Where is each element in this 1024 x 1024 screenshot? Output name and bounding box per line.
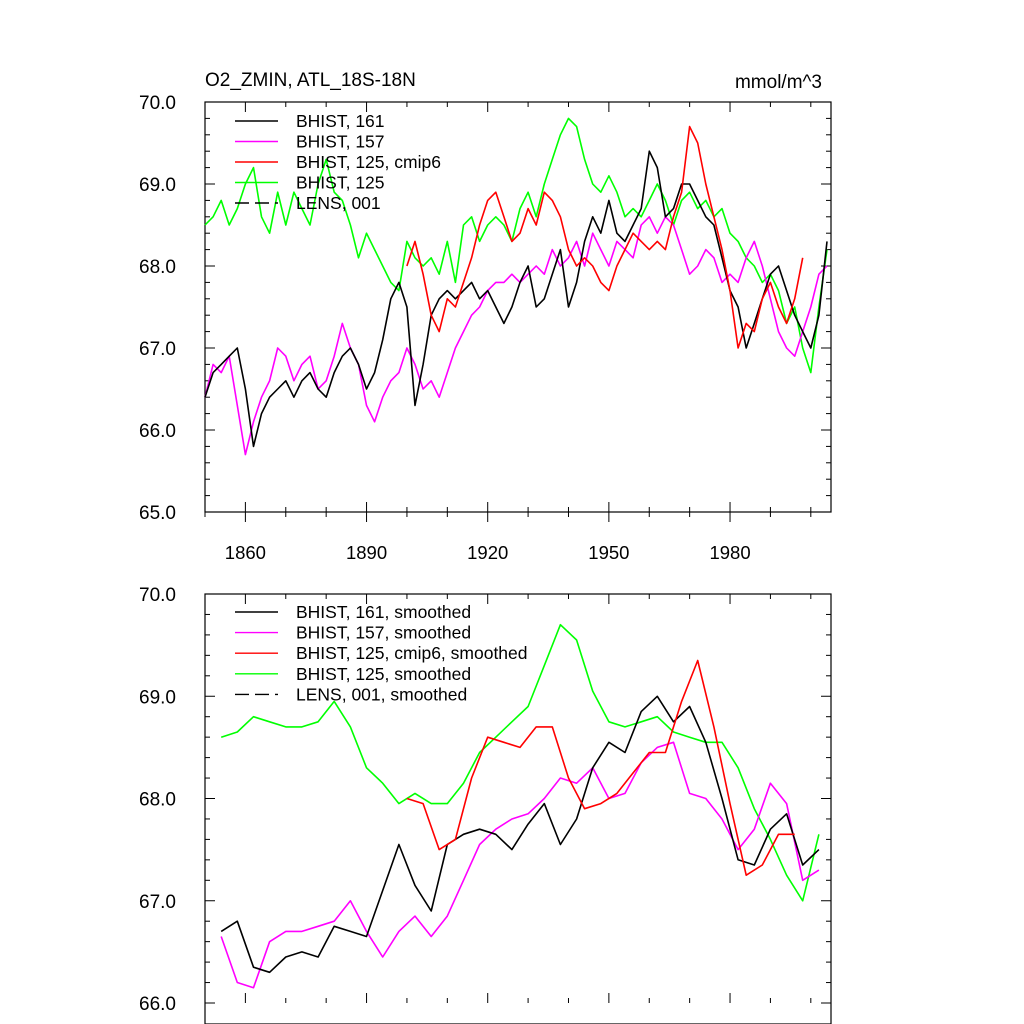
- y-tick-label: 67.0: [139, 892, 176, 913]
- x-tick-label: 1890: [346, 542, 387, 563]
- legend-label: LENS, 001: [296, 193, 381, 213]
- series-line: [220, 623, 820, 902]
- series-line: [220, 695, 820, 974]
- bottom-plot-frame: [204, 593, 832, 1024]
- y-tick-label: 68.0: [139, 257, 176, 278]
- series-line: [204, 150, 828, 448]
- x-tick-label: 1980: [709, 542, 750, 563]
- top-panel: O2_ZMIN, ATL_18S-18N mmol/m^3 1860 1890 19…: [139, 70, 832, 563]
- y-tick-label: 66.0: [139, 421, 176, 442]
- x-tick-label: 1950: [588, 542, 629, 563]
- legend-label: BHIST, 125, smoothed: [296, 664, 471, 684]
- y-tick-label: 70.0: [139, 93, 176, 114]
- y-tick-label: 66.0: [139, 994, 176, 1015]
- units-label: mmol/m^3: [735, 72, 822, 93]
- legend-label: LENS, 001, smoothed: [296, 684, 467, 704]
- legend-label: BHIST, 157, smoothed: [296, 623, 471, 643]
- legend-label: BHIST, 125, cmip6: [296, 152, 441, 172]
- y-tick-label: 69.0: [139, 687, 176, 708]
- legend-label: BHIST, 125, cmip6, smoothed: [296, 643, 528, 663]
- x-tick-label: 1860: [225, 542, 266, 563]
- top-plot-frame: [204, 101, 832, 513]
- y-tick-label: 65.0: [139, 503, 176, 524]
- y-tick-label: 69.0: [139, 175, 176, 196]
- x-tick-label: 1920: [467, 542, 508, 563]
- series-line: [406, 125, 804, 349]
- y-tick-label: 70.0: [139, 585, 176, 606]
- series-line: [406, 659, 795, 877]
- y-tick-label: 67.0: [139, 339, 176, 360]
- series-line: [220, 741, 820, 989]
- legend-label: BHIST, 157: [296, 132, 385, 152]
- legend-label: BHIST, 161: [296, 111, 385, 131]
- legend-label: BHIST, 125: [296, 173, 385, 193]
- bottom-panel: 70.0 69.0 68.0 67.0 66.0 BHIST, 161, smoothe…: [139, 585, 832, 1024]
- series-line: [204, 117, 828, 374]
- series-line: [204, 216, 828, 456]
- top-chart-title: O2_ZMIN, ATL_18S-18N: [205, 70, 416, 91]
- y-tick-label: 68.0: [139, 790, 176, 811]
- legend-label: BHIST, 161, smoothed: [296, 602, 471, 622]
